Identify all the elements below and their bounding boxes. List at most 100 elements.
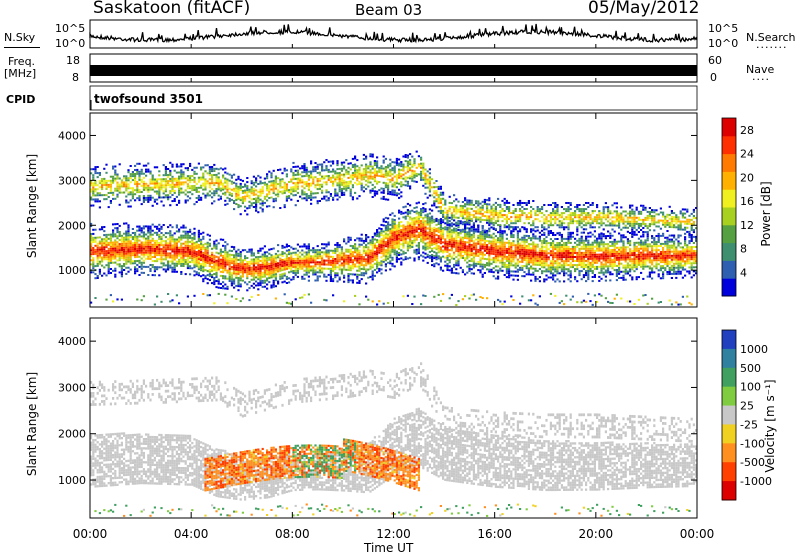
power-cell — [444, 261, 446, 263]
power-cell — [442, 221, 444, 223]
power-cell — [493, 212, 495, 214]
power-cell — [380, 264, 382, 266]
power-cell — [231, 262, 233, 264]
power-cell — [440, 267, 442, 269]
power-cell — [251, 249, 253, 251]
power-cell — [169, 248, 171, 250]
power-cell — [193, 234, 195, 236]
power-cell — [433, 247, 435, 249]
power-cell — [248, 197, 250, 199]
power-cell — [224, 294, 226, 296]
power-cell — [435, 224, 437, 226]
power-cell — [224, 257, 226, 259]
power-cell — [152, 260, 154, 262]
power-cell — [420, 167, 422, 169]
power-cell — [301, 276, 303, 278]
power-cell — [123, 223, 125, 225]
power-cell — [196, 257, 198, 259]
power-cell — [336, 248, 338, 250]
power-cell — [493, 228, 495, 230]
power-cell — [356, 258, 358, 260]
power-cell — [332, 256, 334, 258]
power-cell — [440, 236, 442, 238]
power-cell — [270, 248, 272, 250]
power-cell — [396, 257, 398, 259]
power-cell — [240, 263, 242, 265]
power-cell — [281, 180, 283, 182]
power-cell — [125, 239, 127, 241]
power-cell — [193, 236, 195, 238]
power-cell — [134, 234, 136, 236]
power-cell — [127, 253, 129, 255]
power-cell — [215, 268, 217, 270]
power-cell — [200, 259, 202, 261]
power-cell — [248, 263, 250, 265]
power-cell — [383, 156, 385, 158]
power-cell — [475, 206, 477, 208]
power-cell — [330, 276, 332, 278]
power-cell — [495, 249, 497, 251]
power-cell — [303, 181, 305, 183]
power-cell — [229, 200, 231, 202]
power-cell — [134, 236, 136, 238]
power-cell — [457, 250, 459, 252]
power-cell — [328, 260, 330, 262]
power-cell — [334, 260, 336, 262]
power-cell — [383, 218, 385, 220]
power-cell — [103, 246, 105, 248]
power-cell — [125, 259, 127, 261]
power-cell — [246, 195, 248, 197]
power-cell — [350, 168, 352, 170]
power-cell — [383, 160, 385, 162]
power-cell — [376, 229, 378, 231]
power-cell — [189, 175, 191, 177]
power-cell — [455, 198, 457, 200]
power-cell — [266, 267, 268, 269]
power-cell — [490, 235, 492, 237]
power-cell — [191, 237, 193, 239]
power-cell — [248, 251, 250, 253]
power-cell — [328, 254, 330, 256]
power-cell — [394, 225, 396, 227]
power-cell — [154, 183, 156, 185]
power-cell — [385, 176, 387, 178]
power-cell — [495, 220, 497, 222]
power-cell — [226, 203, 228, 205]
power-cell — [229, 266, 231, 268]
power-cell — [435, 192, 437, 194]
power-cell — [367, 252, 369, 254]
power-cell — [420, 157, 422, 159]
power-cell — [310, 302, 312, 304]
power-cell — [224, 259, 226, 261]
power-cell — [270, 197, 272, 199]
power-cell — [453, 206, 455, 208]
power-cell — [504, 262, 506, 264]
power-cell — [264, 182, 266, 184]
power-cell — [504, 204, 506, 206]
power-cell — [224, 275, 226, 277]
power-cell — [471, 234, 473, 236]
power-cell — [178, 249, 180, 251]
power-cell — [504, 224, 506, 226]
power-cell — [123, 251, 125, 253]
power-cell — [493, 216, 495, 218]
power-cell — [202, 252, 204, 254]
power-cell — [497, 245, 499, 247]
power-cell — [431, 194, 433, 196]
power-cell — [152, 252, 154, 254]
power-cell — [312, 197, 314, 199]
power-cell — [435, 240, 437, 242]
power-cell — [380, 232, 382, 234]
power-cell — [501, 264, 503, 266]
power-cell — [341, 248, 343, 250]
power-cell — [220, 265, 222, 267]
power-cell — [471, 252, 473, 254]
power-cell — [295, 270, 297, 272]
power-cell — [255, 181, 257, 183]
power-cell — [182, 243, 184, 245]
power-cell — [468, 266, 470, 268]
power-cell — [402, 164, 404, 166]
power-cell — [501, 246, 503, 248]
power-cell — [341, 188, 343, 190]
power-cell — [484, 258, 486, 260]
